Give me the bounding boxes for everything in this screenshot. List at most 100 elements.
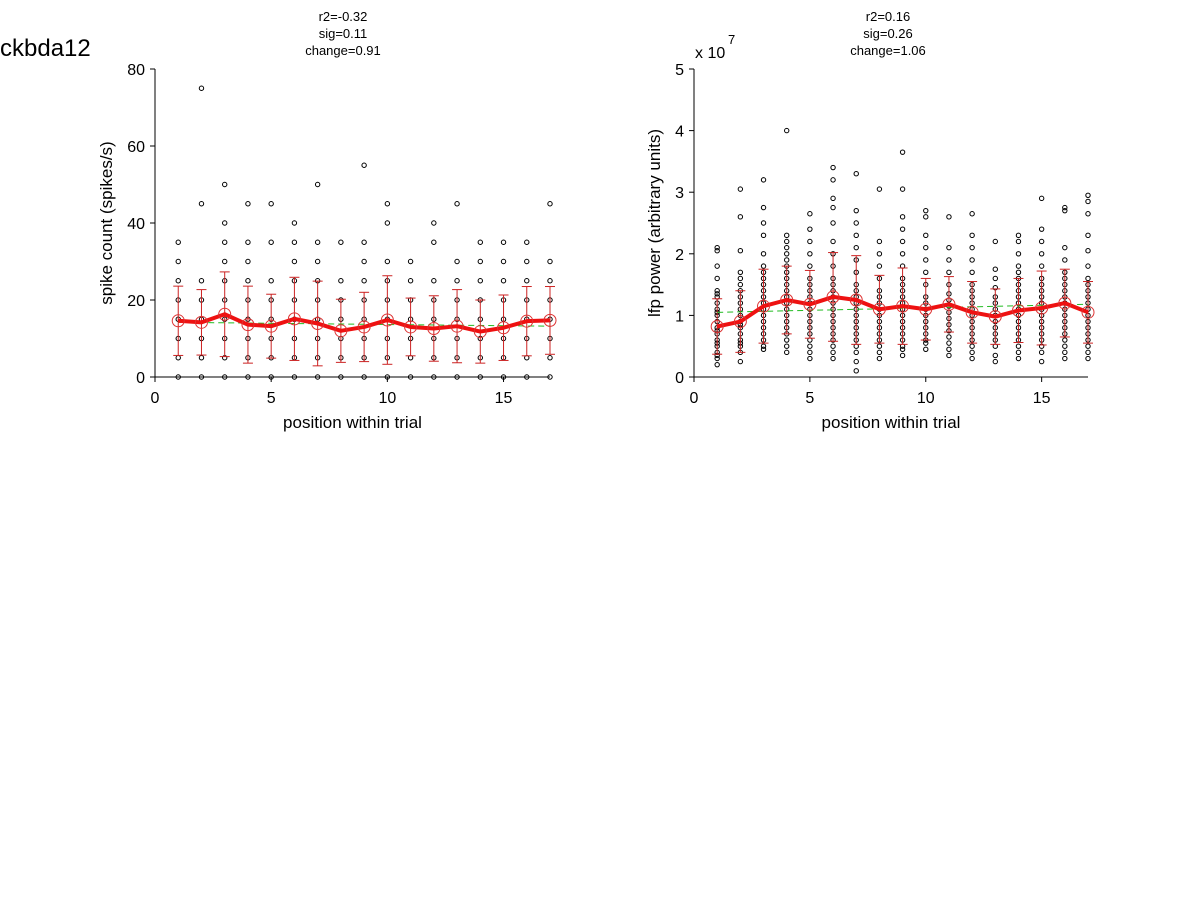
spike-count-mean-marker — [334, 324, 348, 338]
spike-count-data-point — [222, 239, 228, 245]
lfp-power-data-point — [784, 337, 790, 343]
lfp-power-mean-marker — [826, 290, 840, 304]
spike-count-data-point — [268, 278, 274, 284]
lfp-power-y-tick-label: 1 — [675, 308, 684, 325]
spike-count-mean-marker — [311, 316, 325, 330]
lfp-power-data-point — [969, 343, 975, 349]
lfp-power-data-point — [992, 352, 998, 359]
lfp-power-mean-marker — [780, 293, 794, 307]
spike-count-data-point — [524, 239, 530, 245]
lfp-power-data-point — [1015, 232, 1022, 239]
lfp-power-data-point — [807, 226, 813, 232]
figure-suptitle: ckbda12 — [0, 35, 91, 62]
spike-count-mean-marker — [171, 314, 185, 328]
spike-count-data-point — [384, 220, 391, 226]
spike-count-mean-marker — [473, 325, 487, 339]
spike-count-mean-markers — [171, 307, 557, 339]
lfp-power-fit-line — [717, 303, 1089, 313]
lfp-power-data-point — [899, 346, 906, 352]
lfp-power-data-point — [899, 186, 906, 192]
lfp-power-data-point — [784, 127, 790, 134]
lfp-power-data-point — [1062, 244, 1068, 251]
lfp-power-data-point — [969, 355, 975, 362]
spike-count-x-ticks: 0 5 10 15 — [151, 377, 513, 407]
lfp-power-data-point — [1062, 207, 1068, 214]
lfp-power-data-point — [1015, 269, 1022, 275]
spike-count-y-tick-label: 20 — [127, 293, 145, 310]
spike-count-x-tick-label: 5 — [267, 390, 276, 407]
spike-count-title-r2: r2=-0.32 — [319, 9, 368, 24]
lfp-power-data-point — [1062, 337, 1068, 343]
lfp-power-data-point — [923, 214, 929, 220]
lfp-power-data-point — [1085, 263, 1091, 269]
lfp-power-mean-marker — [942, 297, 956, 311]
lfp-power-data-point — [1062, 355, 1068, 362]
lfp-power-mean-marker — [988, 310, 1002, 324]
lfp-power-data-point — [899, 238, 906, 245]
lfp-power-data-point — [946, 352, 952, 359]
lfp-power-data-point — [899, 149, 906, 155]
spike-count-mean-marker — [380, 313, 394, 327]
spike-count-data-point — [198, 201, 205, 207]
lfp-power-data-point — [1038, 195, 1045, 202]
lfp-power-data-point — [946, 269, 952, 275]
lfp-power-data-point — [853, 349, 859, 356]
spike-count-y-tick-label: 60 — [127, 139, 145, 156]
spike-count-data-point — [245, 239, 251, 245]
spike-count-data-point — [222, 220, 228, 226]
spike-count-data-point — [175, 239, 181, 245]
spike-count-data-point — [338, 239, 344, 245]
lfp-power-mean-marker — [803, 297, 817, 311]
lfp-power-data-point — [784, 238, 790, 245]
lfp-power-data-point — [946, 340, 952, 346]
lfp-power-data-point — [1038, 238, 1045, 245]
lfp-power-data-point — [853, 171, 859, 177]
lfp-power-data-point — [1085, 355, 1091, 362]
lfp-power-data-point — [784, 343, 790, 349]
lfp-power-data-point — [992, 238, 998, 245]
spike-count-data-point — [245, 278, 251, 284]
spike-count-mean-marker — [241, 318, 255, 332]
lfp-power-data-point — [899, 214, 906, 220]
spike-count-mean-line — [178, 312, 551, 334]
lfp-power-data-point — [876, 263, 883, 269]
lfp-power-y-tick-label: 4 — [675, 124, 684, 141]
lfp-power-data-point — [714, 361, 720, 368]
lfp-power-y-ticks: 0 1 2 3 4 5 — [675, 62, 694, 387]
lfp-power-x-ticks: 0 5 10 15 — [690, 377, 1051, 407]
lfp-power-data-point — [1085, 349, 1091, 356]
spike-count-data-point — [477, 278, 483, 284]
spike-count-x-tick-label: 15 — [495, 390, 513, 407]
lfp-power-data-point — [1038, 358, 1045, 365]
spike-count-data-point — [198, 278, 205, 284]
lfp-power-data-point — [807, 355, 813, 362]
spike-count-mean-marker — [543, 313, 557, 327]
lfp-power-data-point — [923, 257, 929, 263]
lfp-power-exponent-power: 7 — [728, 32, 735, 47]
spike-count-data-point — [500, 258, 507, 265]
spike-count-data-point — [198, 355, 205, 361]
lfp-power-data-point — [737, 358, 744, 365]
lfp-power-data-point — [737, 269, 744, 275]
lfp-power-data-point — [1038, 349, 1045, 356]
spike-count-data-point — [314, 239, 321, 245]
lfp-power-data-point — [923, 244, 929, 251]
lfp-power-data-point — [876, 186, 883, 192]
lfp-power-data-point — [807, 263, 813, 269]
lfp-power-data-point — [1085, 211, 1091, 217]
lfp-power-data-point — [760, 251, 767, 257]
spike-count-data-point — [222, 181, 228, 188]
spike-count-data-point — [454, 258, 460, 265]
spike-count-data-point — [291, 220, 298, 226]
lfp-power-data-point — [830, 204, 836, 211]
lfp-power-mean-marker — [1011, 303, 1025, 317]
lfp-power-data-point — [969, 269, 975, 275]
lfp-power-data-point — [737, 275, 744, 282]
lfp-power-data-point — [807, 251, 813, 257]
lfp-power-data-point — [807, 343, 813, 349]
lfp-power-data-point — [830, 349, 836, 356]
lfp-power-data-point — [760, 346, 767, 352]
spike-count-data-point — [361, 162, 367, 168]
spike-count-mean-marker — [264, 319, 278, 333]
lfp-power-data-point — [714, 244, 720, 251]
